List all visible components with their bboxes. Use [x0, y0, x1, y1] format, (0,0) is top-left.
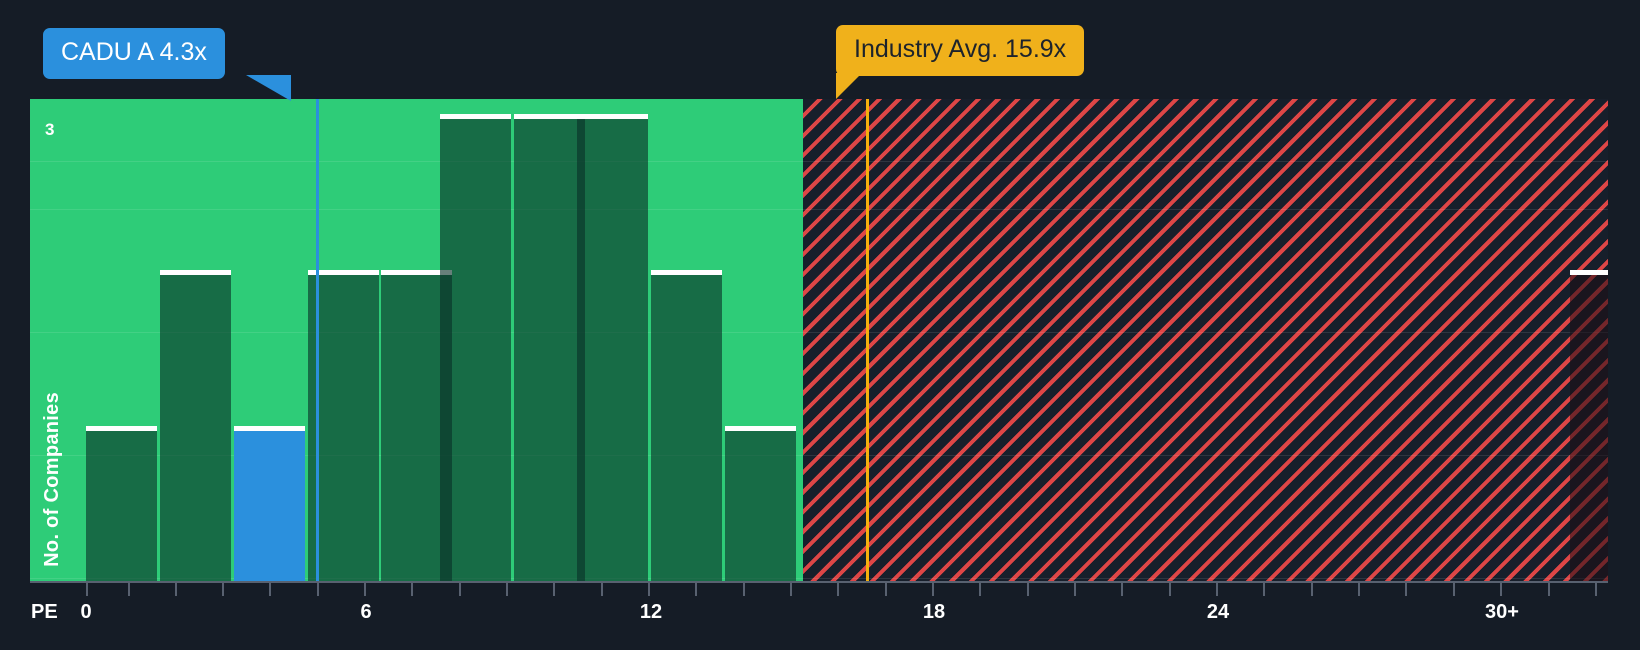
- gridline-4: [30, 578, 1608, 579]
- industry-avg-line: [866, 99, 869, 581]
- x-tick-32: [1595, 583, 1597, 596]
- x-axis-title: PE: [31, 601, 58, 623]
- x-axis-label-30plus: 30+: [1485, 601, 1519, 623]
- x-tick-2: [175, 583, 177, 596]
- x-axis-label-24: 24: [1206, 601, 1230, 623]
- y-axis-title: No. of Companies: [41, 392, 63, 567]
- x-tick-8: [459, 583, 461, 596]
- bar-10-cap: [1570, 270, 1608, 275]
- x-tick-9: [506, 583, 508, 596]
- x-tick-7: [411, 583, 413, 596]
- x-tick-25: [1263, 583, 1265, 596]
- x-tick-18: [932, 583, 934, 596]
- bar-7[interactable]: [577, 114, 648, 581]
- bar-4-cap: [381, 270, 452, 275]
- bar-5-cap: [440, 114, 511, 119]
- bar-6-cap: [514, 114, 585, 119]
- bar-5[interactable]: [440, 114, 511, 581]
- x-tick-29: [1453, 583, 1455, 596]
- x-tick-17: [885, 583, 887, 596]
- x-tick-30: [1500, 583, 1502, 596]
- bar-6[interactable]: [514, 114, 585, 581]
- bar-7-cap: [577, 114, 648, 119]
- bar-8-cap: [651, 270, 722, 275]
- x-tick-13: [695, 583, 697, 596]
- x-tick-15: [790, 583, 792, 596]
- x-tick-1: [128, 583, 130, 596]
- expensive-region: [803, 99, 1608, 581]
- bar-9-cap: [725, 426, 796, 431]
- bar-9[interactable]: [725, 426, 796, 581]
- x-tick-26: [1311, 583, 1313, 596]
- industry-callout-tail: [836, 73, 862, 99]
- hatch-pattern: [803, 99, 1608, 581]
- x-tick-14: [743, 583, 745, 596]
- x-tick-3: [222, 583, 224, 596]
- x-axis-label-12: 12: [639, 601, 663, 623]
- x-axis-label-0: 0: [80, 601, 92, 623]
- bar-1[interactable]: [160, 270, 231, 581]
- x-axis-label-18: 18: [922, 601, 946, 623]
- x-tick-24: [1216, 583, 1218, 596]
- gridline-2: [30, 332, 1608, 333]
- bar-2[interactable]: [234, 426, 305, 581]
- x-tick-22: [1121, 583, 1123, 596]
- bar-10[interactable]: [1570, 270, 1608, 581]
- x-tick-11: [601, 583, 603, 596]
- x-tick-28: [1405, 583, 1407, 596]
- company-callout-tail: [246, 75, 291, 101]
- x-axis-line: [30, 581, 1608, 583]
- gridline-1: [30, 209, 1608, 210]
- y-tick-label: 3: [45, 120, 55, 139]
- gridline-0: [30, 161, 1608, 162]
- x-tick-27: [1358, 583, 1360, 596]
- x-tick-23: [1169, 583, 1171, 596]
- x-tick-16: [837, 583, 839, 596]
- x-axis-label-6: 6: [360, 601, 372, 623]
- bar-2-cap: [234, 426, 305, 431]
- x-tick-12: [648, 583, 650, 596]
- x-tick-6: [364, 583, 366, 596]
- industry-callout[interactable]: Industry Avg. 15.9x: [836, 25, 1085, 76]
- x-tick-5: [317, 583, 319, 596]
- plot-area: [30, 99, 1608, 581]
- bar-0[interactable]: [86, 426, 157, 581]
- gridline-3: [30, 455, 1608, 456]
- x-tick-20: [1027, 583, 1029, 596]
- bar-3-cap: [308, 270, 379, 275]
- company-pe-line: [316, 99, 319, 581]
- bar-0-cap: [86, 426, 157, 431]
- bar-3[interactable]: [308, 270, 379, 581]
- x-tick-10: [553, 583, 555, 596]
- bar-8[interactable]: [651, 270, 722, 581]
- x-tick-19: [979, 583, 981, 596]
- bar-1-cap: [160, 270, 231, 275]
- x-tick-21: [1074, 583, 1076, 596]
- x-tick-4: [269, 583, 271, 596]
- company-callout[interactable]: CADU A 4.3x: [43, 28, 225, 79]
- x-tick-0: [86, 583, 88, 596]
- x-tick-31: [1548, 583, 1550, 596]
